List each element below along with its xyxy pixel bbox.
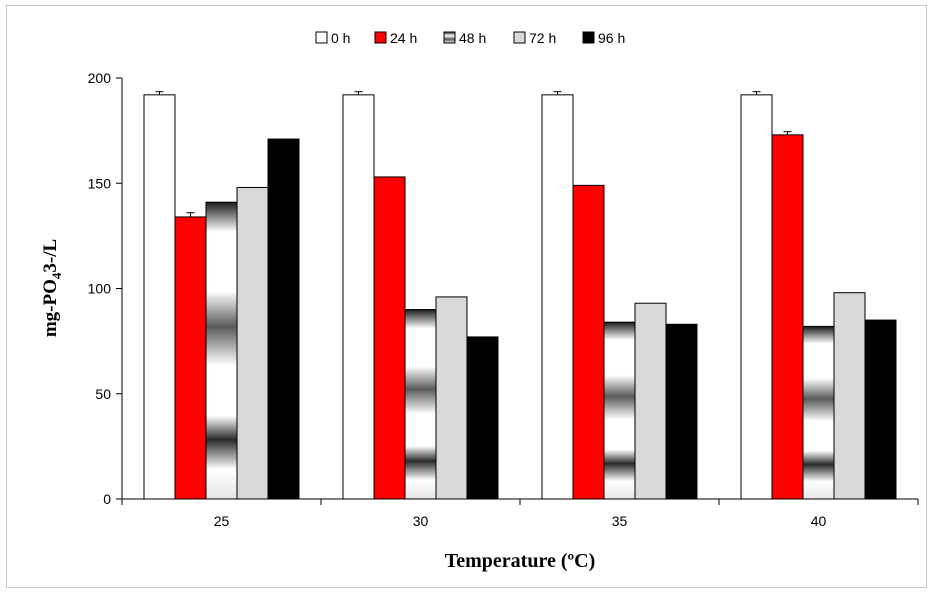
- bar-48h-30: [404, 309, 437, 500]
- bar-24h-35: [572, 184, 605, 500]
- y-axis-title-suffix: 3-/L: [40, 239, 61, 273]
- bar-0h-25: [143, 94, 176, 500]
- bar-96h-25: [267, 138, 300, 500]
- bar-24h-25: [174, 216, 207, 500]
- legend-label: 48 h: [459, 30, 486, 46]
- legend-swatch-0h: [315, 31, 328, 44]
- y-axis-title: mg-PO43-/L: [40, 239, 64, 337]
- y-tick-label: 100: [88, 281, 112, 297]
- legend: 0 h 24 h 48 h 72 h 96 h: [315, 30, 625, 46]
- y-tick-label: 0: [103, 491, 111, 507]
- x-tick-label: 25: [214, 513, 230, 529]
- bar-48h-40: [802, 325, 835, 500]
- legend-swatch-72h: [513, 31, 526, 44]
- bar-72h-30: [435, 296, 468, 500]
- legend-swatch-24h: [374, 31, 387, 44]
- legend-swatch-48h: [443, 31, 456, 44]
- bar-0h-30: [342, 94, 375, 500]
- y-tick-label: 150: [88, 175, 112, 191]
- x-axis-title: Temperature (ºC): [445, 550, 595, 572]
- x-tick-label: 30: [413, 513, 429, 529]
- bar-96h-35: [665, 323, 698, 500]
- bar-72h-25: [236, 186, 269, 500]
- bar-24h-40: [771, 134, 804, 500]
- bars: [143, 94, 897, 500]
- legend-label: 24 h: [390, 30, 417, 46]
- bar-72h-35: [634, 302, 667, 500]
- bar-48h-25: [205, 201, 238, 500]
- bar-24h-30: [373, 176, 406, 500]
- x-axis: 25 30 35 40: [121, 498, 919, 529]
- legend-label: 96 h: [598, 30, 625, 46]
- bar-0h-35: [541, 94, 574, 500]
- y-tick-label: 50: [95, 386, 111, 402]
- legend-swatch-96h: [582, 31, 595, 44]
- y-axis-title-subscript: 4: [49, 272, 64, 279]
- error-bars: [155, 91, 792, 217]
- legend-label: 72 h: [529, 30, 556, 46]
- y-axis-title-prefix: mg-PO: [40, 279, 61, 337]
- x-tick-label: 40: [811, 513, 827, 529]
- bar-96h-30: [466, 336, 499, 500]
- bar-0h-40: [740, 94, 773, 500]
- y-axis: 0 50 100 150 200: [88, 70, 123, 507]
- bar-72h-40: [833, 292, 866, 500]
- bar-96h-40: [864, 319, 897, 500]
- x-tick-label: 35: [612, 513, 628, 529]
- y-tick-label: 200: [88, 70, 112, 86]
- legend-label: 0 h: [331, 30, 350, 46]
- bar-48h-35: [603, 321, 636, 500]
